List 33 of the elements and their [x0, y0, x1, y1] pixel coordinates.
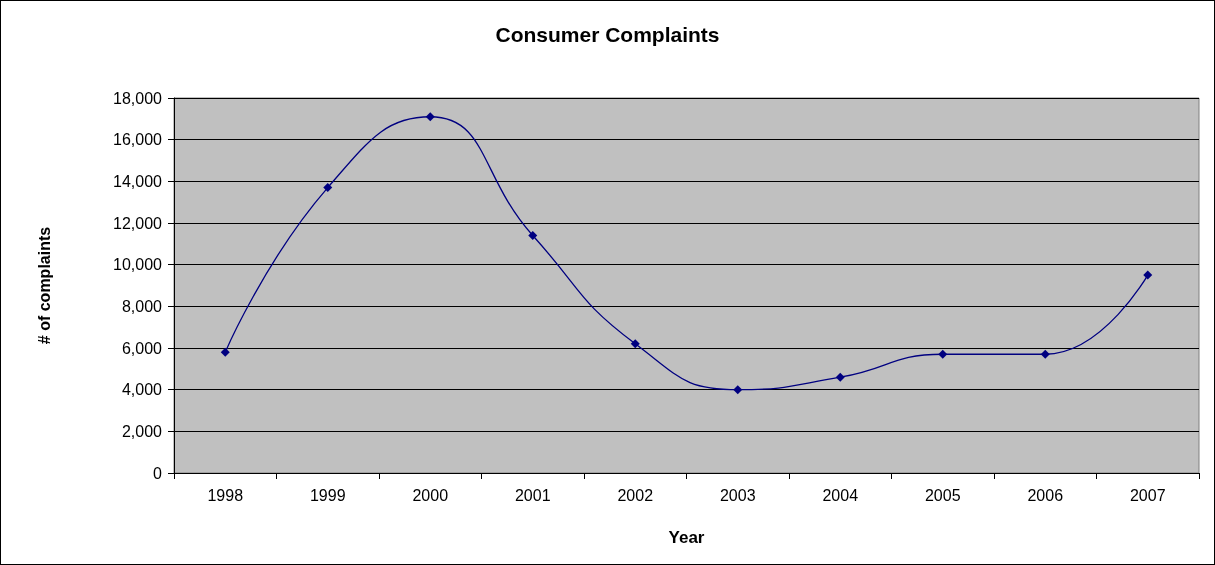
y-axis-title: # of complaints: [35, 226, 53, 345]
y-tick-label: 18,000: [113, 89, 163, 107]
y-tick-label: 16,000: [113, 131, 163, 149]
x-tick-label: 2002: [617, 486, 654, 504]
x-tick-label: 2003: [719, 486, 756, 504]
x-tick-label: 1999: [309, 486, 346, 504]
x-tick-label: 1998: [207, 486, 244, 504]
y-tick-label: 2,000: [121, 422, 163, 440]
point: [220, 347, 230, 357]
point: [1143, 270, 1153, 280]
x-tick-label: 2006: [1027, 486, 1064, 504]
point: [425, 112, 435, 122]
y-tick-label: 10,000: [113, 256, 163, 274]
y-tick-label: 14,000: [113, 172, 163, 190]
x-tick-label: 2007: [1129, 486, 1166, 504]
point: [938, 349, 948, 359]
x-tick-label: 2000: [412, 486, 449, 504]
y-tick-label: 6,000: [121, 339, 163, 357]
x-tick-label: 2001: [514, 486, 551, 504]
x-tick-label: 2005: [924, 486, 961, 504]
x-axis-title: Year: [668, 528, 705, 547]
x-tick-label: 2004: [822, 486, 859, 504]
y-tick-label: 12,000: [113, 214, 163, 232]
point: [835, 372, 845, 382]
point: [1040, 349, 1050, 359]
point: [733, 385, 743, 395]
y-tick-label: 4,000: [121, 381, 163, 399]
point: [528, 231, 538, 240]
point: [323, 183, 333, 193]
chart-title: Consumer Complaints: [495, 23, 720, 46]
point: [630, 339, 640, 349]
y-tick-label: 8,000: [121, 297, 163, 315]
y-tick-label: 0: [153, 464, 163, 482]
